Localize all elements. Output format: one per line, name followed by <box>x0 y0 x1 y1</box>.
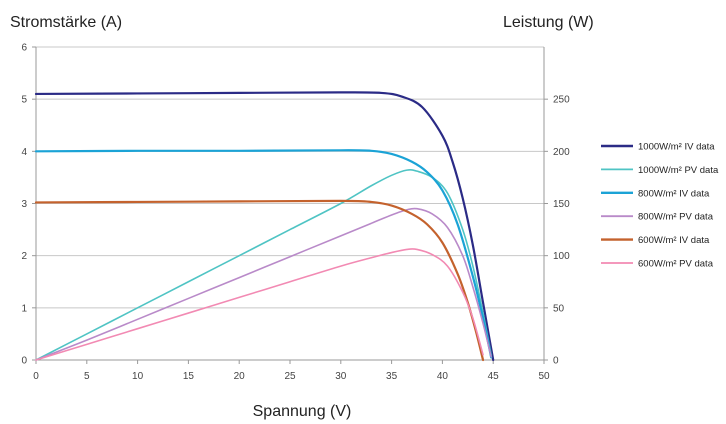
x-tick-label: 20 <box>234 371 246 382</box>
y-axis-right-title: Leistung (W) <box>503 14 594 31</box>
series-line-6 <box>35 248 484 361</box>
x-tick-label: 30 <box>335 371 347 382</box>
x-axis-title: Spannung (V) <box>253 403 352 420</box>
y-right-tick-label: 100 <box>553 251 570 262</box>
y-left-tick-label: 3 <box>21 199 27 210</box>
y-right-tick-label: 50 <box>553 303 565 314</box>
y-left-tick-label: 0 <box>21 356 27 367</box>
y-right-tick-label: 200 <box>553 147 570 158</box>
legend-label-6: 600W/m² PV data <box>638 259 714 270</box>
x-tick-label: 40 <box>437 371 449 382</box>
y-left-tick-label: 4 <box>21 147 27 158</box>
y-left-tick-label: 1 <box>21 303 27 314</box>
y-left-tick-label: 6 <box>21 43 27 54</box>
legend-label-4: 800W/m² PV data <box>638 212 714 223</box>
series-line-3 <box>34 149 493 359</box>
y-right-tick-label: 150 <box>553 199 570 210</box>
legend-label-5: 600W/m² IV data <box>638 235 710 246</box>
series-line-1 <box>34 91 495 362</box>
series-line-5 <box>34 199 485 362</box>
x-tick-label: 50 <box>538 371 550 382</box>
series-line-2 <box>35 169 492 361</box>
legend-label-1: 1000W/m² IV data <box>638 142 715 153</box>
x-tick-label: 45 <box>488 371 500 382</box>
x-tick-label: 10 <box>132 371 144 382</box>
y-left-tick-label: 2 <box>21 251 27 262</box>
x-tick-label: 35 <box>386 371 398 382</box>
x-tick-label: 0 <box>33 371 39 382</box>
y-right-tick-label: 250 <box>553 95 570 106</box>
legend-label-3: 800W/m² IV data <box>638 188 710 199</box>
y-left-tick-label: 5 <box>21 95 27 106</box>
y-right-tick-label: 0 <box>553 356 559 367</box>
legend: 1000W/m² IV data 1000W/m² PV data 800W/m² … <box>601 142 719 270</box>
x-tick-label: 5 <box>84 371 90 382</box>
series-line-4 <box>35 207 492 361</box>
legend-label-2: 1000W/m² PV data <box>638 165 719 176</box>
series-layer <box>34 91 495 362</box>
y-axis-left-title: Stromstärke (A) <box>10 14 122 31</box>
x-tick-label: 15 <box>183 371 195 382</box>
x-tick-label: 25 <box>284 371 296 382</box>
